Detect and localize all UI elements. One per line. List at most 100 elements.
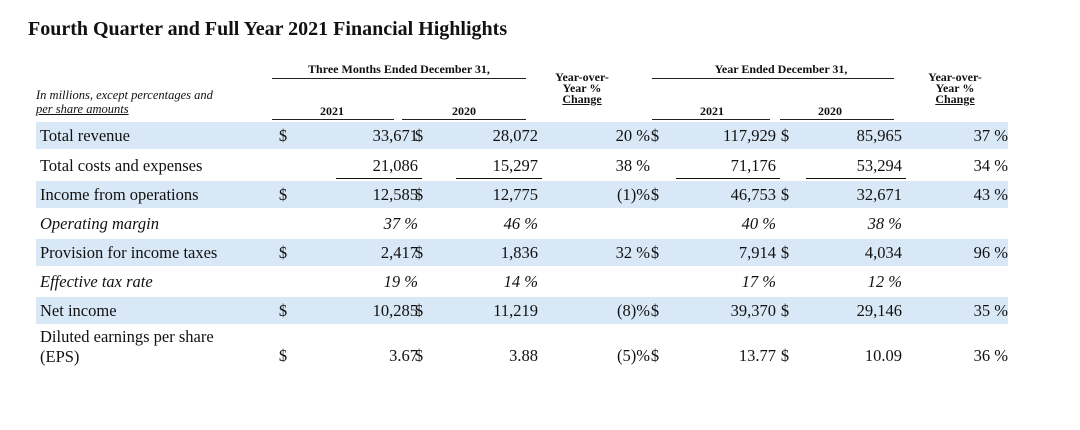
units-note: In millions, except percentages and per …: [36, 88, 213, 116]
header-year-ended-rule: [652, 78, 894, 79]
cell-q-prev: 14 %: [503, 272, 538, 291]
cell-q-prev: 1,836: [500, 243, 538, 262]
cell-y-chg: 43 %: [973, 185, 1008, 204]
cell-q-chg: (5)%: [617, 346, 650, 365]
cell-q-cur: 10,285: [372, 301, 418, 320]
cell-q-cur: 21,086: [372, 156, 418, 175]
cell-q-cur: 3.67: [389, 346, 418, 365]
units-note-line2: per share amounts: [36, 102, 129, 116]
cell-y-chg: 96 %: [973, 243, 1008, 262]
cell-q-cur: 19 %: [383, 272, 418, 291]
cell-y-prev: 12 %: [867, 272, 902, 291]
subtotal-rule: [806, 178, 906, 179]
cell-y-cur: 39,370: [730, 301, 776, 320]
row-label: Net income: [40, 301, 117, 320]
table-row: Net income $10,285 $11,219 (8)% $39,370 $29,1…: [36, 297, 1008, 324]
row-label-line: (EPS): [40, 347, 80, 366]
cell-y-cur-sign: $: [650, 185, 660, 204]
header-three-months-rule: [272, 78, 526, 79]
cell-y-cur: 7,914: [738, 243, 776, 262]
cell-q-cur: 2,417: [380, 243, 418, 262]
cell-q-cur-sign: $: [278, 346, 288, 365]
row-label: Effective tax rate: [40, 272, 153, 291]
table-row: Diluted earnings per share (EPS) $3.67 $3.8…: [36, 325, 1008, 381]
cell-y-cur: 13.77: [738, 346, 776, 365]
cell-q-prev-sign: $: [414, 243, 424, 262]
cell-y-cur: 40 %: [741, 214, 776, 233]
cell-q-cur: 33,671: [372, 126, 418, 145]
cell-q-prev: 28,072: [492, 126, 538, 145]
cell-y-prev-sign: $: [780, 301, 790, 320]
cell-q-prev-sign: $: [414, 346, 424, 365]
cell-y-cur-sign: $: [650, 126, 660, 145]
cell-y-prev: 32,671: [856, 185, 902, 204]
cell-q-prev: 12,775: [492, 185, 538, 204]
cell-y-cur-sign: $: [650, 243, 660, 262]
header-yoy-year: Year-over- Year % Change: [912, 71, 998, 106]
header-q-2020: 2020: [452, 104, 476, 118]
header-yoy-quarter-line3: Change: [562, 92, 602, 106]
row-label: Diluted earnings per share (EPS): [40, 327, 214, 383]
cell-y-prev: 4,034: [864, 243, 902, 262]
cell-q-chg: 20 %: [615, 126, 650, 145]
row-label: Provision for income taxes: [40, 243, 218, 262]
cell-y-chg: 36 %: [973, 346, 1008, 365]
cell-y-cur: 46,753: [730, 185, 776, 204]
cell-y-prev: 53,294: [856, 156, 902, 175]
cell-q-prev: 11,219: [493, 301, 538, 320]
table-row: Total costs and expenses 21,086 15,297 38 %…: [36, 152, 1008, 179]
row-label-line: Diluted earnings per share: [40, 327, 214, 346]
cell-y-cur: 71,176: [730, 156, 776, 175]
cell-q-cur-sign: $: [278, 301, 288, 320]
row-label: Income from operations: [40, 185, 199, 204]
subtotal-rule: [676, 178, 780, 179]
cell-y-prev-sign: $: [780, 243, 790, 262]
cell-q-prev-sign: $: [414, 301, 424, 320]
units-note-line1: In millions, except percentages and: [36, 88, 213, 102]
table-row: Total revenue $33,671 $28,072 20 % $117,929 $…: [36, 122, 1008, 149]
table-row: Operating margin 37 % 46 % 40 % 38 %: [36, 210, 1008, 237]
cell-q-prev-sign: $: [414, 185, 424, 204]
header-yoy-quarter-line1: Year-over-: [555, 70, 609, 84]
header-year-ended: Year Ended December 31,: [714, 62, 848, 76]
cell-y-prev-sign: $: [780, 126, 790, 145]
header-yoy-year-line3: Change: [935, 92, 975, 106]
cell-y-cur-sign: $: [650, 346, 660, 365]
cell-y-prev: 38 %: [867, 214, 902, 233]
cell-q-chg: 38 %: [615, 156, 650, 175]
cell-q-chg: (1)%: [617, 185, 650, 204]
header-yoy-quarter: Year-over- Year % Change: [542, 70, 622, 106]
header-y-2021-rule: [652, 119, 770, 120]
subtotal-rule: [456, 178, 542, 179]
cell-y-prev: 10.09: [864, 346, 902, 365]
subtotal-rule: [336, 178, 422, 179]
header-q-2021-rule: [272, 119, 394, 120]
page-title: Fourth Quarter and Full Year 2021 Financ…: [28, 18, 508, 40]
row-label: Operating margin: [40, 214, 160, 233]
cell-y-chg: 35 %: [973, 301, 1008, 320]
cell-y-prev: 85,965: [856, 126, 902, 145]
table-row: Income from operations $12,585 $12,775 (1)%…: [36, 181, 1008, 208]
table-row: Provision for income taxes $2,417 $1,836 32…: [36, 239, 1008, 266]
header-y-2021: 2021: [700, 104, 724, 118]
cell-y-cur-sign: $: [650, 301, 660, 320]
header-yoy-quarter-line2: Year %: [562, 81, 602, 95]
cell-y-chg: 34 %: [973, 156, 1008, 175]
header-q-2020-rule: [402, 119, 526, 120]
cell-y-cur: 117,929: [722, 126, 776, 145]
cell-y-chg: 37 %: [973, 126, 1008, 145]
cell-q-cur-sign: $: [278, 185, 288, 204]
cell-q-chg: 32 %: [615, 243, 650, 262]
cell-q-cur-sign: $: [278, 243, 288, 262]
cell-q-cur-sign: $: [278, 126, 288, 145]
cell-q-prev: 15,297: [492, 156, 538, 175]
cell-q-prev: 3.88: [509, 346, 538, 365]
cell-q-prev: 46 %: [503, 214, 538, 233]
header-y-2020-rule: [780, 119, 894, 120]
cell-q-cur: 12,585: [372, 185, 418, 204]
header-yoy-year-line2: Year %: [935, 81, 975, 95]
row-label: Total revenue: [40, 126, 131, 145]
cell-y-prev: 29,146: [856, 301, 902, 320]
header-q-2021: 2021: [320, 104, 344, 118]
row-label: Total costs and expenses: [40, 156, 203, 175]
